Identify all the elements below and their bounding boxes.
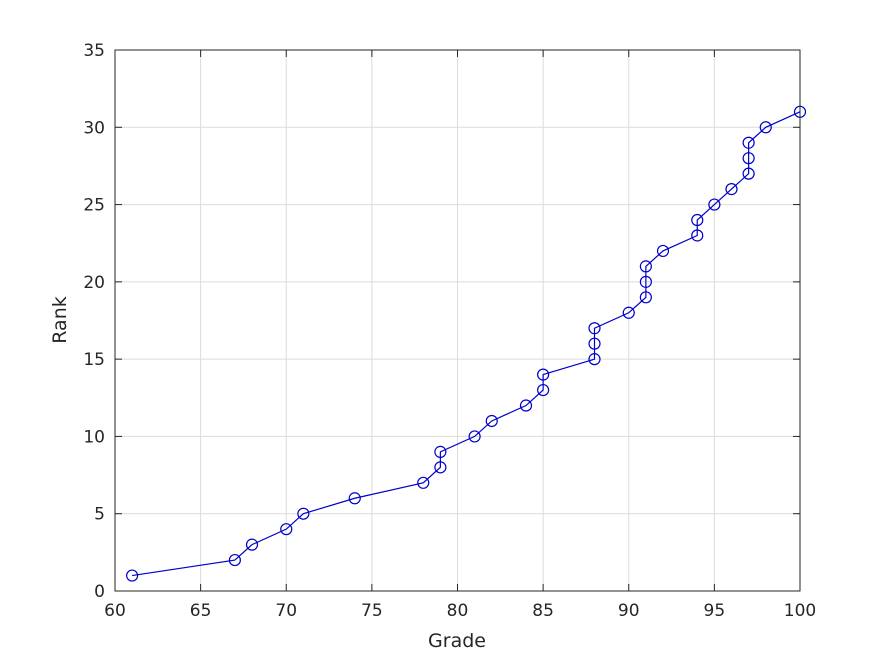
y-tick-label: 5 <box>94 505 105 525</box>
x-tick-label: 75 <box>361 601 383 621</box>
axes <box>114 49 801 592</box>
x-tick-label: 70 <box>275 601 297 621</box>
data-point <box>742 136 755 149</box>
data-point <box>519 399 533 412</box>
grid <box>115 50 800 591</box>
data-point <box>348 492 361 505</box>
data-point <box>622 306 635 319</box>
data-point <box>639 275 652 288</box>
x-tick-label: 65 <box>190 601 212 621</box>
x-tick-label: 85 <box>532 601 554 621</box>
data-series <box>126 105 807 582</box>
data-point <box>691 229 704 242</box>
data-point <box>245 538 259 551</box>
data-point <box>297 507 310 520</box>
series-line <box>132 111 801 577</box>
data-point <box>434 445 447 458</box>
data-point <box>434 461 447 474</box>
data-point <box>742 152 755 165</box>
y-tick-label: 0 <box>94 582 105 602</box>
data-point <box>417 476 430 489</box>
y-axis-label: Rank <box>49 296 71 343</box>
data-point <box>725 183 738 196</box>
data-point <box>691 213 704 227</box>
data-point <box>228 553 241 567</box>
x-tick-label: 60 <box>104 601 126 621</box>
data-point <box>793 105 807 118</box>
x-tick-label: 95 <box>704 601 726 621</box>
y-tick-label: 25 <box>83 196 105 216</box>
data-point <box>280 523 293 536</box>
y-tick-label: 30 <box>83 118 105 138</box>
y-tick-label: 15 <box>83 350 105 370</box>
data-point <box>588 353 601 366</box>
data-point <box>759 121 772 134</box>
data-point <box>537 383 550 397</box>
x-tick-label: 90 <box>618 601 640 621</box>
x-axis-label: Grade <box>428 630 486 652</box>
tick-labels: 60 65 70 75 80 85 90 95 100 0 5 10 15 20 25 30 35 <box>83 41 816 621</box>
data-point <box>588 322 601 335</box>
data-point <box>639 291 652 304</box>
x-tick-label: 100 <box>784 601 816 621</box>
data-point <box>742 167 755 180</box>
data-point <box>468 430 481 443</box>
y-tick-label: 20 <box>83 273 105 293</box>
data-point <box>537 368 550 381</box>
x-tick-label: 80 <box>447 601 469 621</box>
data-point <box>708 198 721 211</box>
y-tick-label: 35 <box>83 41 105 61</box>
y-tick-label: 10 <box>83 427 105 447</box>
data-point <box>126 569 139 582</box>
data-point <box>656 244 670 258</box>
data-point <box>639 260 652 273</box>
data-point <box>485 414 498 428</box>
data-point <box>588 337 601 350</box>
